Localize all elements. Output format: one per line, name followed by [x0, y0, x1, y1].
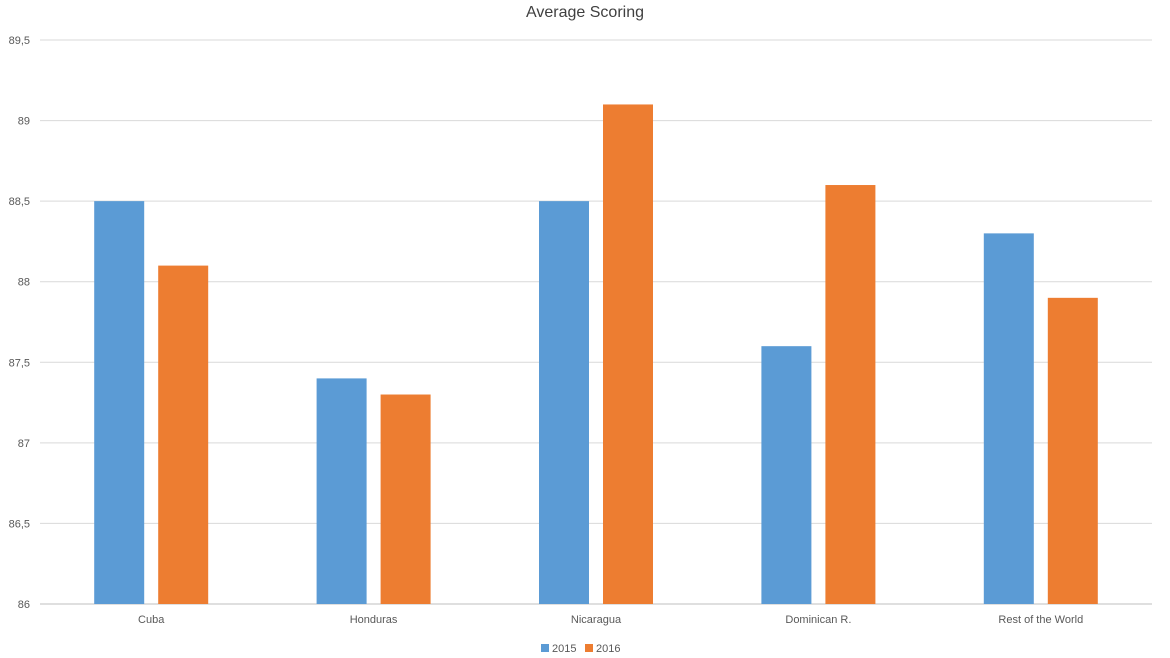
x-tick-label: Nicaragua [571, 614, 622, 626]
x-tick-label: Dominican R. [785, 614, 851, 626]
legend: 2015 2016 [541, 643, 620, 655]
y-tick-label: 86 [18, 599, 30, 611]
bar-2015-dominican-r- [761, 346, 812, 604]
y-tick-label: 87,5 [9, 357, 30, 369]
x-tick-label: Rest of the World [998, 614, 1083, 626]
gridlines [40, 39, 1152, 605]
bar-2015-cuba [94, 201, 145, 604]
bar-2015-nicaragua [539, 201, 589, 604]
bar-2016-dominican-r- [825, 185, 876, 604]
y-tick-label: 89,5 [9, 35, 30, 47]
y-tick-label: 87 [18, 438, 30, 450]
bar-2016-nicaragua [603, 104, 653, 604]
bar-2016-honduras [380, 394, 431, 604]
y-tick-label: 88 [18, 277, 30, 289]
x-axis: Cuba Honduras Nicaragua Dominican R. Rest of… [138, 614, 1083, 626]
y-axis: 86 86,5 87 87,5 88 88,5 89 89,5 [9, 35, 30, 611]
x-tick-label: Honduras [350, 614, 398, 626]
bar-2015-honduras [316, 378, 367, 604]
bars [94, 104, 1098, 604]
y-tick-label: 86,5 [9, 518, 30, 530]
bar-2016-cuba [158, 265, 209, 604]
legend-swatch [585, 644, 593, 652]
bar-2016-rest-of-the-world [1047, 297, 1098, 604]
legend-label: 2015 [552, 643, 576, 655]
legend-swatch [541, 644, 549, 652]
bar-2015-rest-of-the-world [983, 233, 1034, 604]
y-tick-label: 89 [18, 116, 30, 128]
x-tick-label: Cuba [138, 614, 165, 626]
y-tick-label: 88,5 [9, 196, 30, 208]
chart-title: Average Scoring [526, 4, 644, 21]
legend-label: 2016 [596, 643, 620, 655]
